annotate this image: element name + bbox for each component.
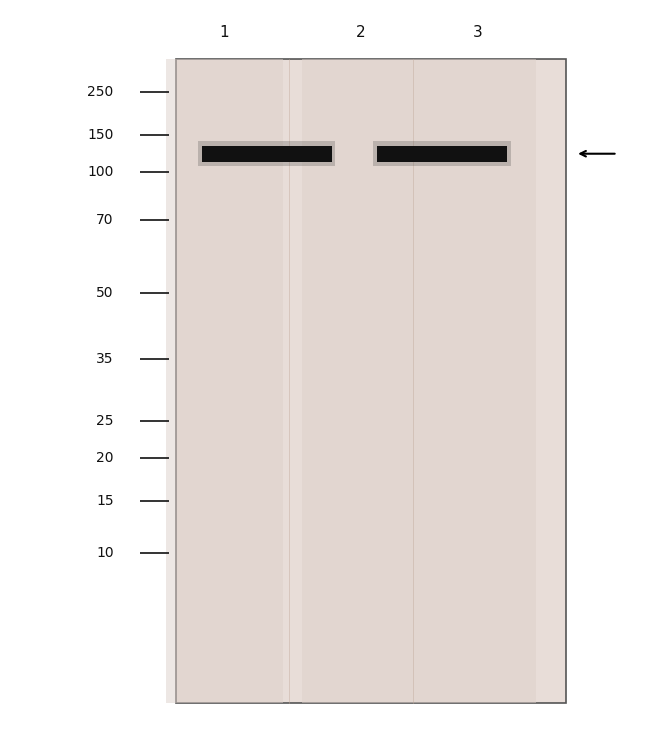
Text: 250: 250 <box>88 84 114 99</box>
Text: 10: 10 <box>96 545 114 560</box>
Text: 20: 20 <box>96 450 114 465</box>
Bar <box>377 146 507 162</box>
Bar <box>176 59 566 703</box>
Bar <box>373 141 511 166</box>
Text: 35: 35 <box>96 351 114 366</box>
Text: 1: 1 <box>220 26 229 40</box>
Bar <box>419 59 536 703</box>
Bar <box>302 59 419 703</box>
Text: 15: 15 <box>96 494 114 509</box>
Bar <box>166 59 283 703</box>
Text: 50: 50 <box>96 285 114 300</box>
Text: 25: 25 <box>96 414 114 428</box>
Text: 150: 150 <box>87 128 114 143</box>
Bar <box>198 141 335 166</box>
Text: 100: 100 <box>87 165 114 179</box>
Text: 70: 70 <box>96 212 114 227</box>
Text: 2: 2 <box>356 26 365 40</box>
Bar <box>202 146 332 162</box>
Text: 3: 3 <box>473 26 482 40</box>
